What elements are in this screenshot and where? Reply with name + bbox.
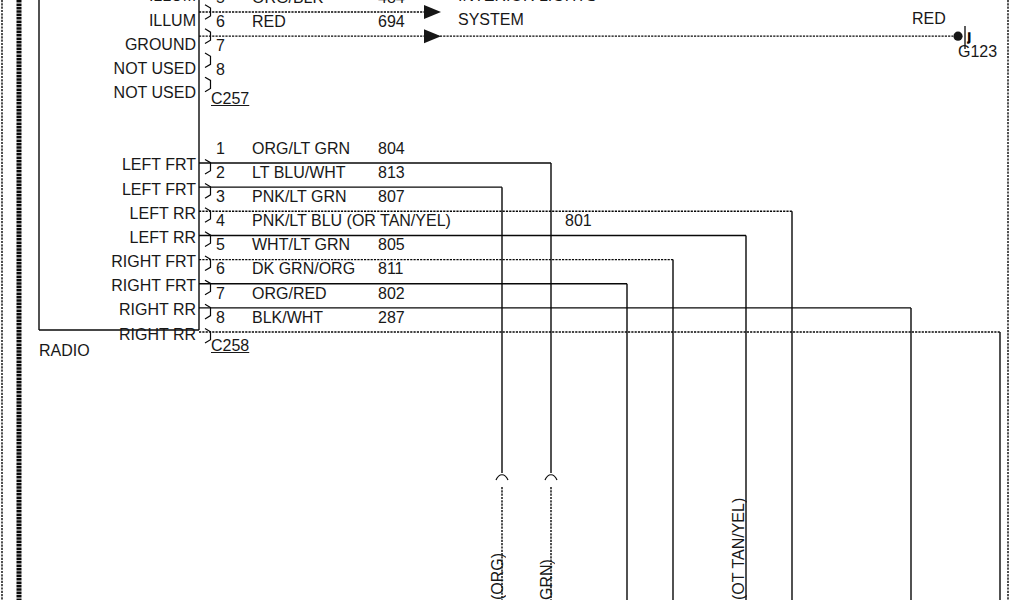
svg-text:j: j — [967, 31, 970, 43]
